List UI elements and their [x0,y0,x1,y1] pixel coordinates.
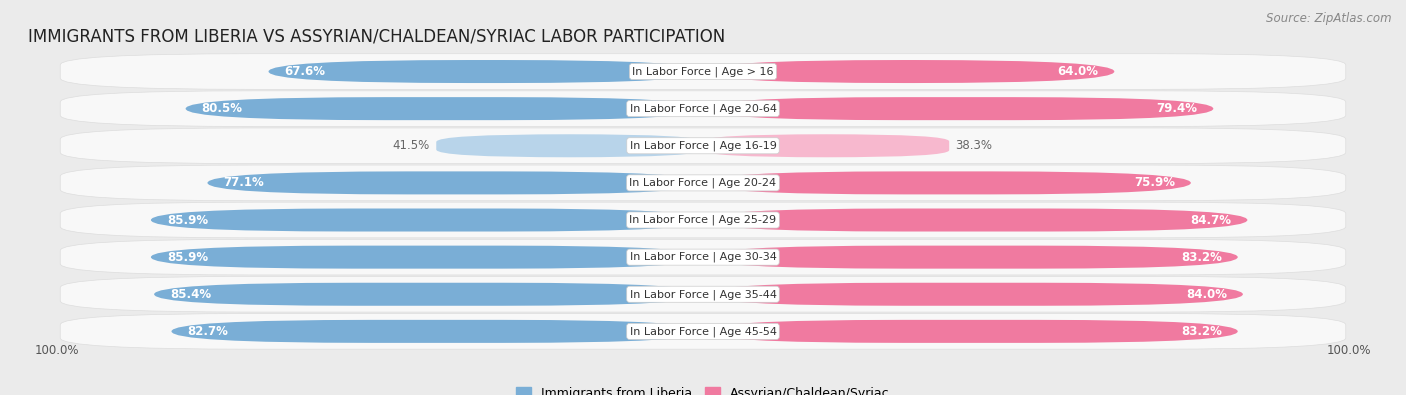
Text: 85.9%: 85.9% [167,214,208,226]
Text: 38.3%: 38.3% [956,139,993,152]
Text: 79.4%: 79.4% [1156,102,1198,115]
FancyBboxPatch shape [60,54,1346,89]
FancyBboxPatch shape [703,60,1115,83]
FancyBboxPatch shape [269,60,703,83]
Text: In Labor Force | Age 35-44: In Labor Force | Age 35-44 [630,289,776,299]
FancyBboxPatch shape [436,134,703,157]
FancyBboxPatch shape [60,239,1346,275]
Text: 100.0%: 100.0% [1327,344,1371,357]
FancyBboxPatch shape [172,320,703,343]
Text: 80.5%: 80.5% [201,102,243,115]
FancyBboxPatch shape [60,202,1346,238]
Text: 100.0%: 100.0% [35,344,79,357]
Text: 84.0%: 84.0% [1185,288,1227,301]
Text: 82.7%: 82.7% [187,325,228,338]
Text: In Labor Force | Age 45-54: In Labor Force | Age 45-54 [630,326,776,337]
Text: In Labor Force | Age > 16: In Labor Force | Age > 16 [633,66,773,77]
Text: 64.0%: 64.0% [1057,65,1098,78]
Text: In Labor Force | Age 20-64: In Labor Force | Age 20-64 [630,103,776,114]
Text: 85.9%: 85.9% [167,251,208,263]
FancyBboxPatch shape [150,209,703,231]
Text: 84.7%: 84.7% [1191,214,1232,226]
FancyBboxPatch shape [186,97,703,120]
Text: In Labor Force | Age 30-34: In Labor Force | Age 30-34 [630,252,776,262]
Text: 41.5%: 41.5% [392,139,430,152]
FancyBboxPatch shape [703,283,1243,306]
FancyBboxPatch shape [60,276,1346,312]
Text: 83.2%: 83.2% [1181,251,1222,263]
FancyBboxPatch shape [703,134,949,157]
Text: Source: ZipAtlas.com: Source: ZipAtlas.com [1267,12,1392,25]
Text: 75.9%: 75.9% [1133,177,1175,189]
FancyBboxPatch shape [150,246,703,269]
Text: 83.2%: 83.2% [1181,325,1222,338]
FancyBboxPatch shape [60,314,1346,349]
Text: 85.4%: 85.4% [170,288,211,301]
Text: 77.1%: 77.1% [224,177,264,189]
Text: In Labor Force | Age 20-24: In Labor Force | Age 20-24 [630,178,776,188]
FancyBboxPatch shape [60,91,1346,126]
FancyBboxPatch shape [155,283,703,306]
FancyBboxPatch shape [703,97,1213,120]
FancyBboxPatch shape [703,246,1237,269]
FancyBboxPatch shape [60,128,1346,164]
Text: 67.6%: 67.6% [284,65,326,78]
FancyBboxPatch shape [60,165,1346,201]
FancyBboxPatch shape [703,171,1191,194]
FancyBboxPatch shape [703,209,1247,231]
Text: In Labor Force | Age 16-19: In Labor Force | Age 16-19 [630,141,776,151]
FancyBboxPatch shape [208,171,703,194]
Text: In Labor Force | Age 25-29: In Labor Force | Age 25-29 [630,215,776,225]
Text: IMMIGRANTS FROM LIBERIA VS ASSYRIAN/CHALDEAN/SYRIAC LABOR PARTICIPATION: IMMIGRANTS FROM LIBERIA VS ASSYRIAN/CHAL… [28,28,725,46]
FancyBboxPatch shape [703,320,1237,343]
Legend: Immigrants from Liberia, Assyrian/Chaldean/Syriac: Immigrants from Liberia, Assyrian/Chalde… [512,382,894,395]
